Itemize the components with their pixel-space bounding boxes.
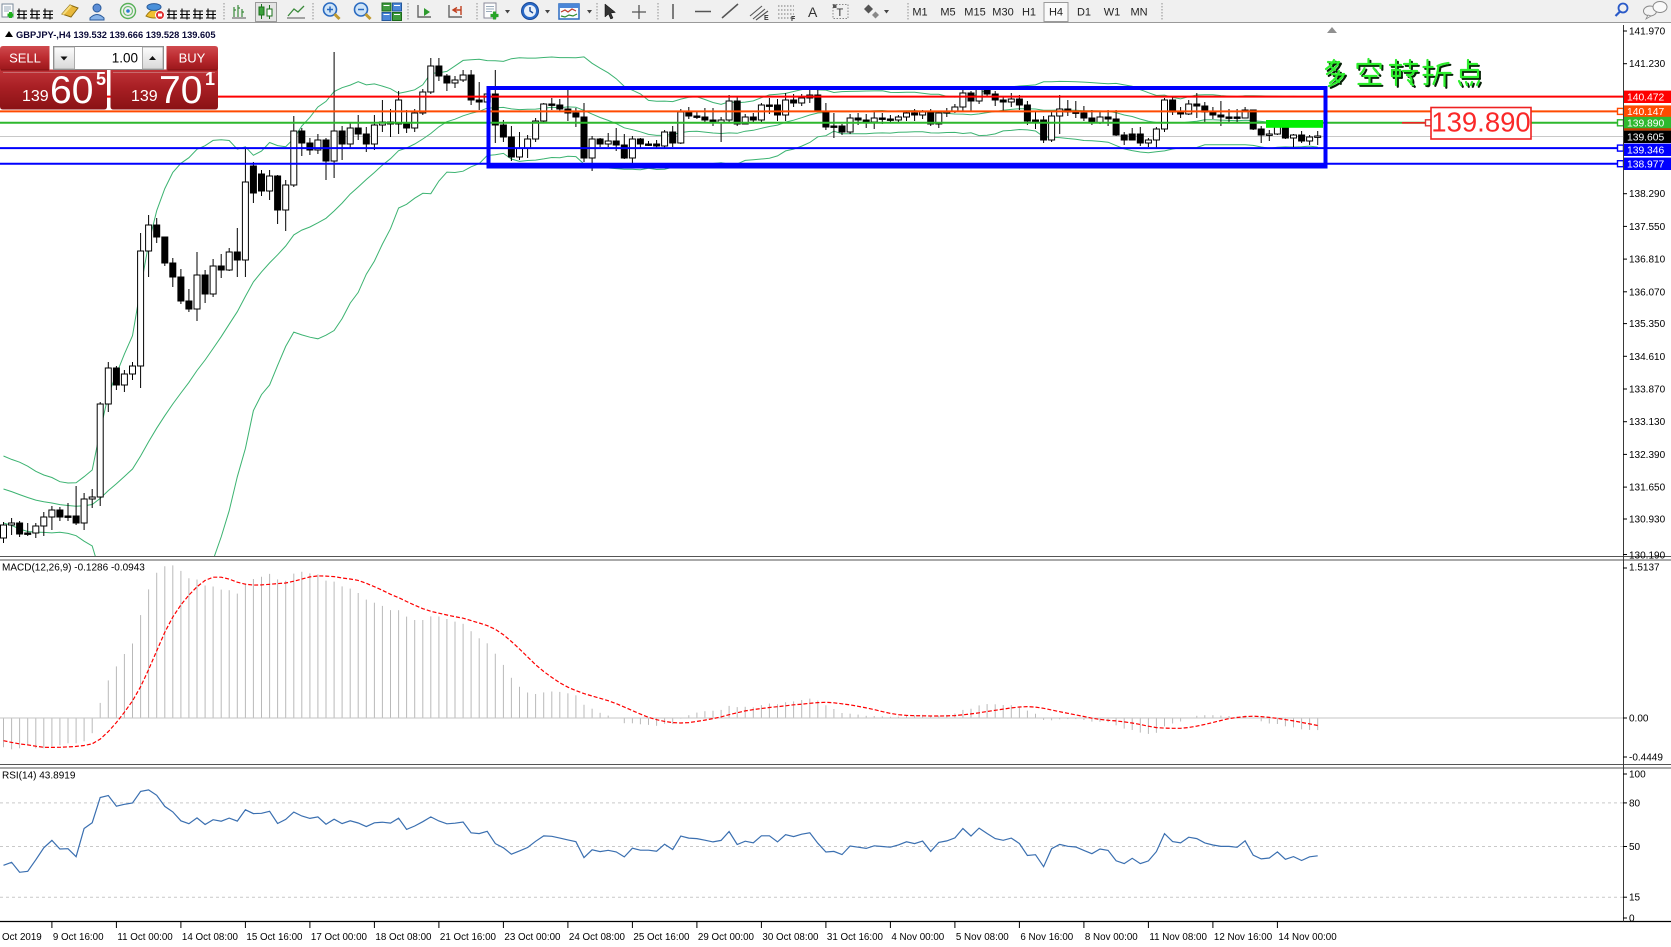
svg-text:BUY: BUY [179,51,206,66]
svg-text:11 Nov 08:00: 11 Nov 08:00 [1149,932,1207,943]
svg-text:0: 0 [1629,914,1635,925]
svg-text:SELL: SELL [9,51,41,66]
svg-text:100: 100 [1629,770,1646,781]
svg-text:130.930: 130.930 [1629,515,1666,526]
svg-text:21 Oct 16:00: 21 Oct 16:00 [440,932,497,943]
svg-text:0.00: 0.00 [1629,713,1649,724]
svg-text:9 Oct 16:00: 9 Oct 16:00 [53,932,104,943]
svg-text:50: 50 [1629,842,1641,853]
svg-text:60: 60 [50,69,93,112]
svg-text:134.610: 134.610 [1629,352,1666,363]
svg-text:23 Oct 00:00: 23 Oct 00:00 [504,932,561,943]
svg-text:130.190: 130.190 [1629,551,1666,562]
svg-text:15: 15 [1629,893,1641,904]
svg-text:80: 80 [1629,798,1641,809]
svg-text:133.130: 133.130 [1629,417,1666,428]
svg-text:M15: M15 [964,7,985,19]
svg-text:RSI(14) 43.8919: RSI(14) 43.8919 [2,771,76,782]
svg-text:18 Oct 08:00: 18 Oct 08:00 [375,932,432,943]
svg-text:W1: W1 [1104,7,1121,19]
svg-text:139: 139 [131,88,158,105]
svg-text:138.290: 138.290 [1629,189,1666,200]
svg-text:136.810: 136.810 [1629,255,1666,266]
svg-text:H4: H4 [1049,7,1063,19]
svg-text:139.890: 139.890 [1431,106,1530,137]
svg-text:6 Nov 16:00: 6 Nov 16:00 [1020,932,1073,943]
svg-text:GBPJPY-,H4 139.532 139.666 13: GBPJPY-,H4 139.532 139.666 139.528 139.6… [16,30,216,40]
svg-text:31 Oct 16:00: 31 Oct 16:00 [827,932,884,943]
svg-text:T: T [837,7,844,19]
svg-text:141.230: 141.230 [1629,59,1666,70]
svg-text:1.00: 1.00 [112,51,138,66]
svg-text:137.550: 137.550 [1629,222,1666,233]
svg-text:5: 5 [96,69,106,89]
svg-text:14 Oct 08:00: 14 Oct 08:00 [182,932,239,943]
svg-text:11 Oct 00:00: 11 Oct 00:00 [117,932,173,943]
svg-text:70: 70 [159,69,202,112]
svg-text:136.070: 136.070 [1629,287,1666,298]
svg-text:MN: MN [1130,7,1147,19]
svg-text:17 Oct 00:00: 17 Oct 00:00 [311,932,368,943]
svg-text:M30: M30 [992,7,1013,19]
svg-text:5 Nov 08:00: 5 Nov 08:00 [956,932,1009,943]
svg-text:4 Nov 00:00: 4 Nov 00:00 [891,932,944,943]
svg-text:M5: M5 [940,7,955,19]
svg-text:H1: H1 [1022,7,1036,19]
svg-text:25 Oct 16:00: 25 Oct 16:00 [633,932,690,943]
svg-text:30 Oct 08:00: 30 Oct 08:00 [762,932,819,943]
svg-text:139: 139 [22,88,49,105]
svg-text:29 Oct 00:00: 29 Oct 00:00 [698,932,755,943]
svg-text:D1: D1 [1077,7,1091,19]
svg-text:1.5137: 1.5137 [1629,563,1660,574]
svg-text:14 Nov 00:00: 14 Nov 00:00 [1278,932,1337,943]
svg-text:140.472: 140.472 [1627,92,1664,103]
svg-text:8 Nov 00:00: 8 Nov 00:00 [1085,932,1138,943]
svg-text:E: E [764,15,769,22]
svg-text:-0.4449: -0.4449 [1629,752,1663,763]
svg-text:24 Oct 08:00: 24 Oct 08:00 [569,932,626,943]
svg-text:MACD(12,26,9) -0.1286 -0.0943: MACD(12,26,9) -0.1286 -0.0943 [2,563,145,574]
svg-text:15 Oct 16:00: 15 Oct 16:00 [246,932,303,943]
svg-text:141.970: 141.970 [1629,27,1666,38]
svg-text:135.350: 135.350 [1629,319,1666,330]
svg-text:131.650: 131.650 [1629,483,1666,494]
svg-text:140.147: 140.147 [1627,107,1664,118]
svg-text:132.390: 132.390 [1629,450,1666,461]
svg-text:M1: M1 [912,7,927,19]
svg-text:Oct 2019: Oct 2019 [2,932,42,943]
svg-text:F: F [791,16,796,23]
svg-text:133.870: 133.870 [1629,385,1666,396]
svg-text:A: A [808,4,818,20]
svg-text:12 Nov 16:00: 12 Nov 16:00 [1214,932,1273,943]
svg-text:138.977: 138.977 [1627,159,1664,170]
svg-text:1: 1 [205,69,215,89]
svg-text:139.890: 139.890 [1627,119,1664,130]
svg-text:139.346: 139.346 [1627,145,1664,156]
svg-text:139.605: 139.605 [1627,132,1664,143]
